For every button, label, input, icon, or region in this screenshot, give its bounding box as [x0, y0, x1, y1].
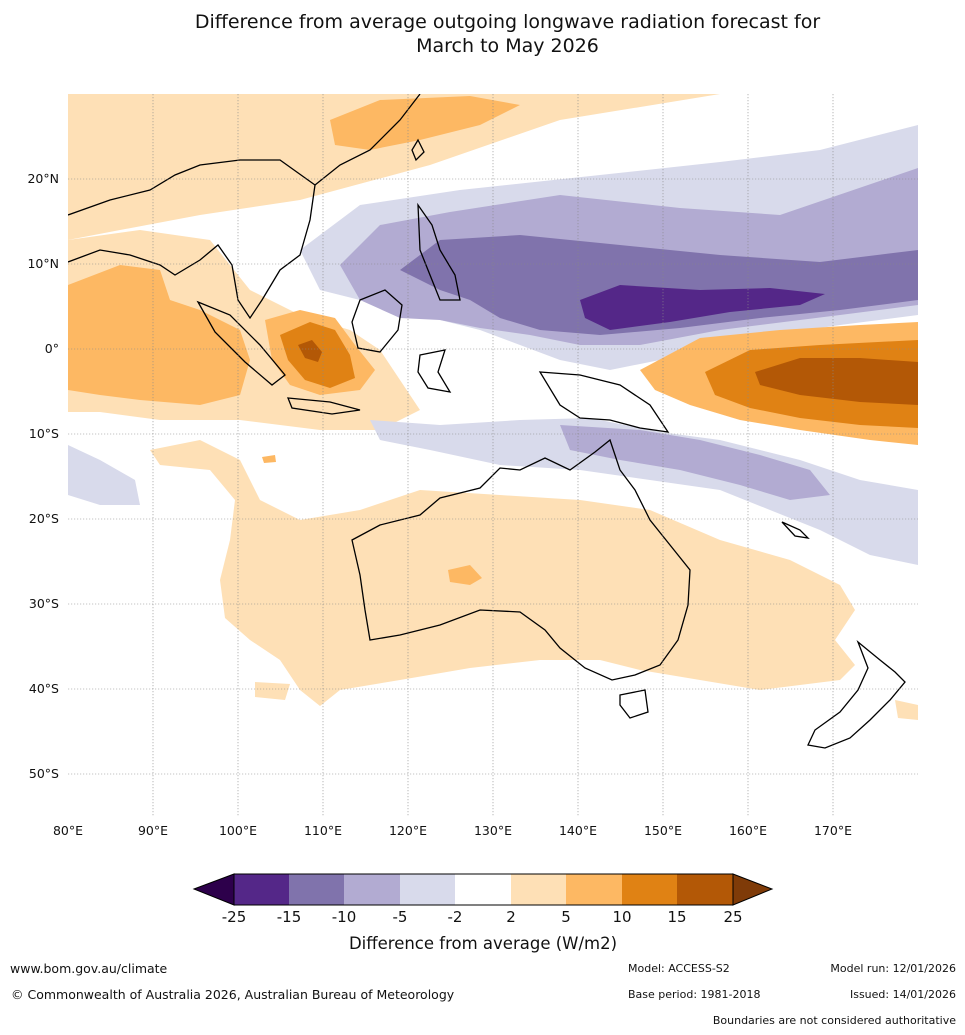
colorbar-tick-label: -5	[393, 908, 408, 926]
latitude-labels: 20°N 10°N 0° 10°S 20°S 30°S 40°S 50°S	[27, 171, 59, 781]
colorbar-overflow-triangle	[732, 873, 774, 906]
lat-label: 30°S	[29, 596, 59, 611]
anomaly-region-china-orange	[330, 96, 520, 150]
colorbar-tick-label: 10	[612, 908, 631, 926]
lat-label: 10°N	[27, 256, 59, 271]
colorbar-bin	[566, 874, 622, 905]
copyright-text: © Commonwealth of Australia 2026, Austra…	[11, 987, 455, 1002]
lon-label: 140°E	[559, 823, 597, 838]
coastline-asia-mainland	[68, 159, 316, 320]
anomaly-region-indian-purple-pale	[68, 445, 140, 505]
coastline-sumatra	[196, 300, 286, 386]
lon-label: 90°E	[138, 823, 168, 838]
anomaly-region-bay-bengal-orange	[68, 265, 250, 405]
longitude-labels: 80°E 90°E 100°E 110°E 120°E 130°E 140°E …	[53, 823, 852, 838]
lon-label: 100°E	[219, 823, 257, 838]
colorbar-tick-label: -25	[222, 908, 247, 926]
colorbar-underflow-triangle	[192, 873, 235, 906]
coastline-taiwan	[411, 138, 425, 162]
model-run-date: Model run: 12/01/2026	[830, 962, 956, 975]
colorbar-bin	[511, 874, 566, 905]
anomaly-region-sw-orange-light-patch	[255, 682, 290, 700]
lon-label: 160°E	[729, 823, 767, 838]
website-link[interactable]: www.bom.gov.au/climate	[10, 961, 168, 976]
lat-label: 40°S	[29, 681, 59, 696]
colorbar-bin	[677, 874, 733, 905]
colorbar-tick-label: -10	[332, 908, 357, 926]
lon-label: 150°E	[644, 823, 682, 838]
lon-label: 130°E	[474, 823, 512, 838]
colorbar: -25 -15 -10 -5 -2 2 5 10 15 25 Differenc…	[192, 873, 774, 953]
anomaly-region-pacific-purple-deepest	[580, 285, 825, 330]
colorbar-bin	[400, 874, 455, 905]
lat-label: 50°S	[29, 766, 59, 781]
coastline-new-guinea	[538, 371, 670, 433]
lon-label: 80°E	[53, 823, 83, 838]
colorbar-outline	[233, 873, 734, 906]
colorbar-tick-label: -15	[277, 908, 302, 926]
anomaly-region-indian-small-orange-patch	[262, 455, 276, 463]
anomaly-region-australia-orange-patch	[448, 565, 482, 585]
anomaly-region-north-orange-light	[68, 94, 720, 240]
coastline-tasmania	[619, 689, 649, 719]
lat-label: 20°N	[27, 171, 59, 186]
colorbar-bin	[622, 874, 677, 905]
base-period: Base period: 1981-2018	[628, 988, 761, 1001]
colorbar-bin	[234, 874, 289, 905]
colorbar-tick-label: -2	[448, 908, 463, 926]
colorbar-bin	[344, 874, 400, 905]
lat-label: 20°S	[29, 511, 59, 526]
coastline-java	[287, 397, 361, 415]
title-line-1: Difference from average outgoing longwav…	[194, 11, 821, 33]
anomaly-region-pacific-purple-dark	[400, 235, 918, 335]
anomaly-region-equatorial-pacific-darkest-orange	[755, 358, 918, 405]
coastline-new-caledonia	[781, 521, 810, 539]
colorbar-title: Difference from average (W/m2)	[349, 934, 617, 953]
coastline-new-zealand	[807, 639, 906, 749]
colorbar-tick-label: 15	[667, 908, 686, 926]
map-title: Difference from average outgoing longwav…	[0, 10, 965, 58]
boundary-disclaimer: Boundaries are not considered authoritat…	[712, 1014, 956, 1027]
lon-label: 170°E	[814, 823, 852, 838]
colorbar-tick-label: 25	[723, 908, 742, 926]
anomaly-region-coral-sea-purple-mid	[560, 425, 830, 500]
coastlines	[68, 94, 906, 749]
colorbar-tick-label: 2	[506, 908, 516, 926]
lat-label: 10°S	[29, 426, 59, 441]
coastline-philippines	[417, 202, 461, 301]
coastline-china-coast	[314, 94, 421, 186]
coastline-australia	[351, 438, 691, 681]
coastline-sulawesi	[417, 349, 452, 393]
colorbar-tick-label: 5	[561, 908, 571, 926]
anomaly-region-south-pacific-purple-pale	[370, 418, 918, 565]
colorbar-bin	[289, 874, 344, 905]
colorbar-bin	[455, 874, 511, 905]
lat-label: 0°	[45, 341, 59, 356]
model-name: Model: ACCESS-S2	[628, 962, 730, 975]
lon-label: 110°E	[304, 823, 342, 838]
anomaly-region-nz-orange-light-patch	[895, 700, 918, 720]
title-line-2: March to May 2026	[416, 35, 599, 57]
map-gridlines	[68, 94, 918, 816]
anomaly-region-java-sea-darkest-orange	[298, 340, 322, 362]
issued-date: Issued: 14/01/2026	[849, 988, 956, 1001]
coastline-borneo	[351, 289, 403, 353]
lon-label: 120°E	[389, 823, 427, 838]
